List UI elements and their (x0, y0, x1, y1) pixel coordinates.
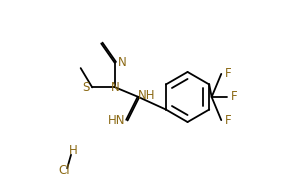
Text: F: F (230, 90, 237, 104)
Text: NH: NH (138, 89, 155, 102)
Text: N: N (111, 81, 120, 94)
Text: HN: HN (107, 114, 125, 127)
Text: S: S (82, 81, 89, 94)
Text: N: N (118, 56, 127, 69)
Text: F: F (225, 67, 231, 80)
Text: Cl: Cl (58, 164, 70, 177)
Text: F: F (225, 114, 231, 127)
Text: H: H (69, 144, 77, 158)
